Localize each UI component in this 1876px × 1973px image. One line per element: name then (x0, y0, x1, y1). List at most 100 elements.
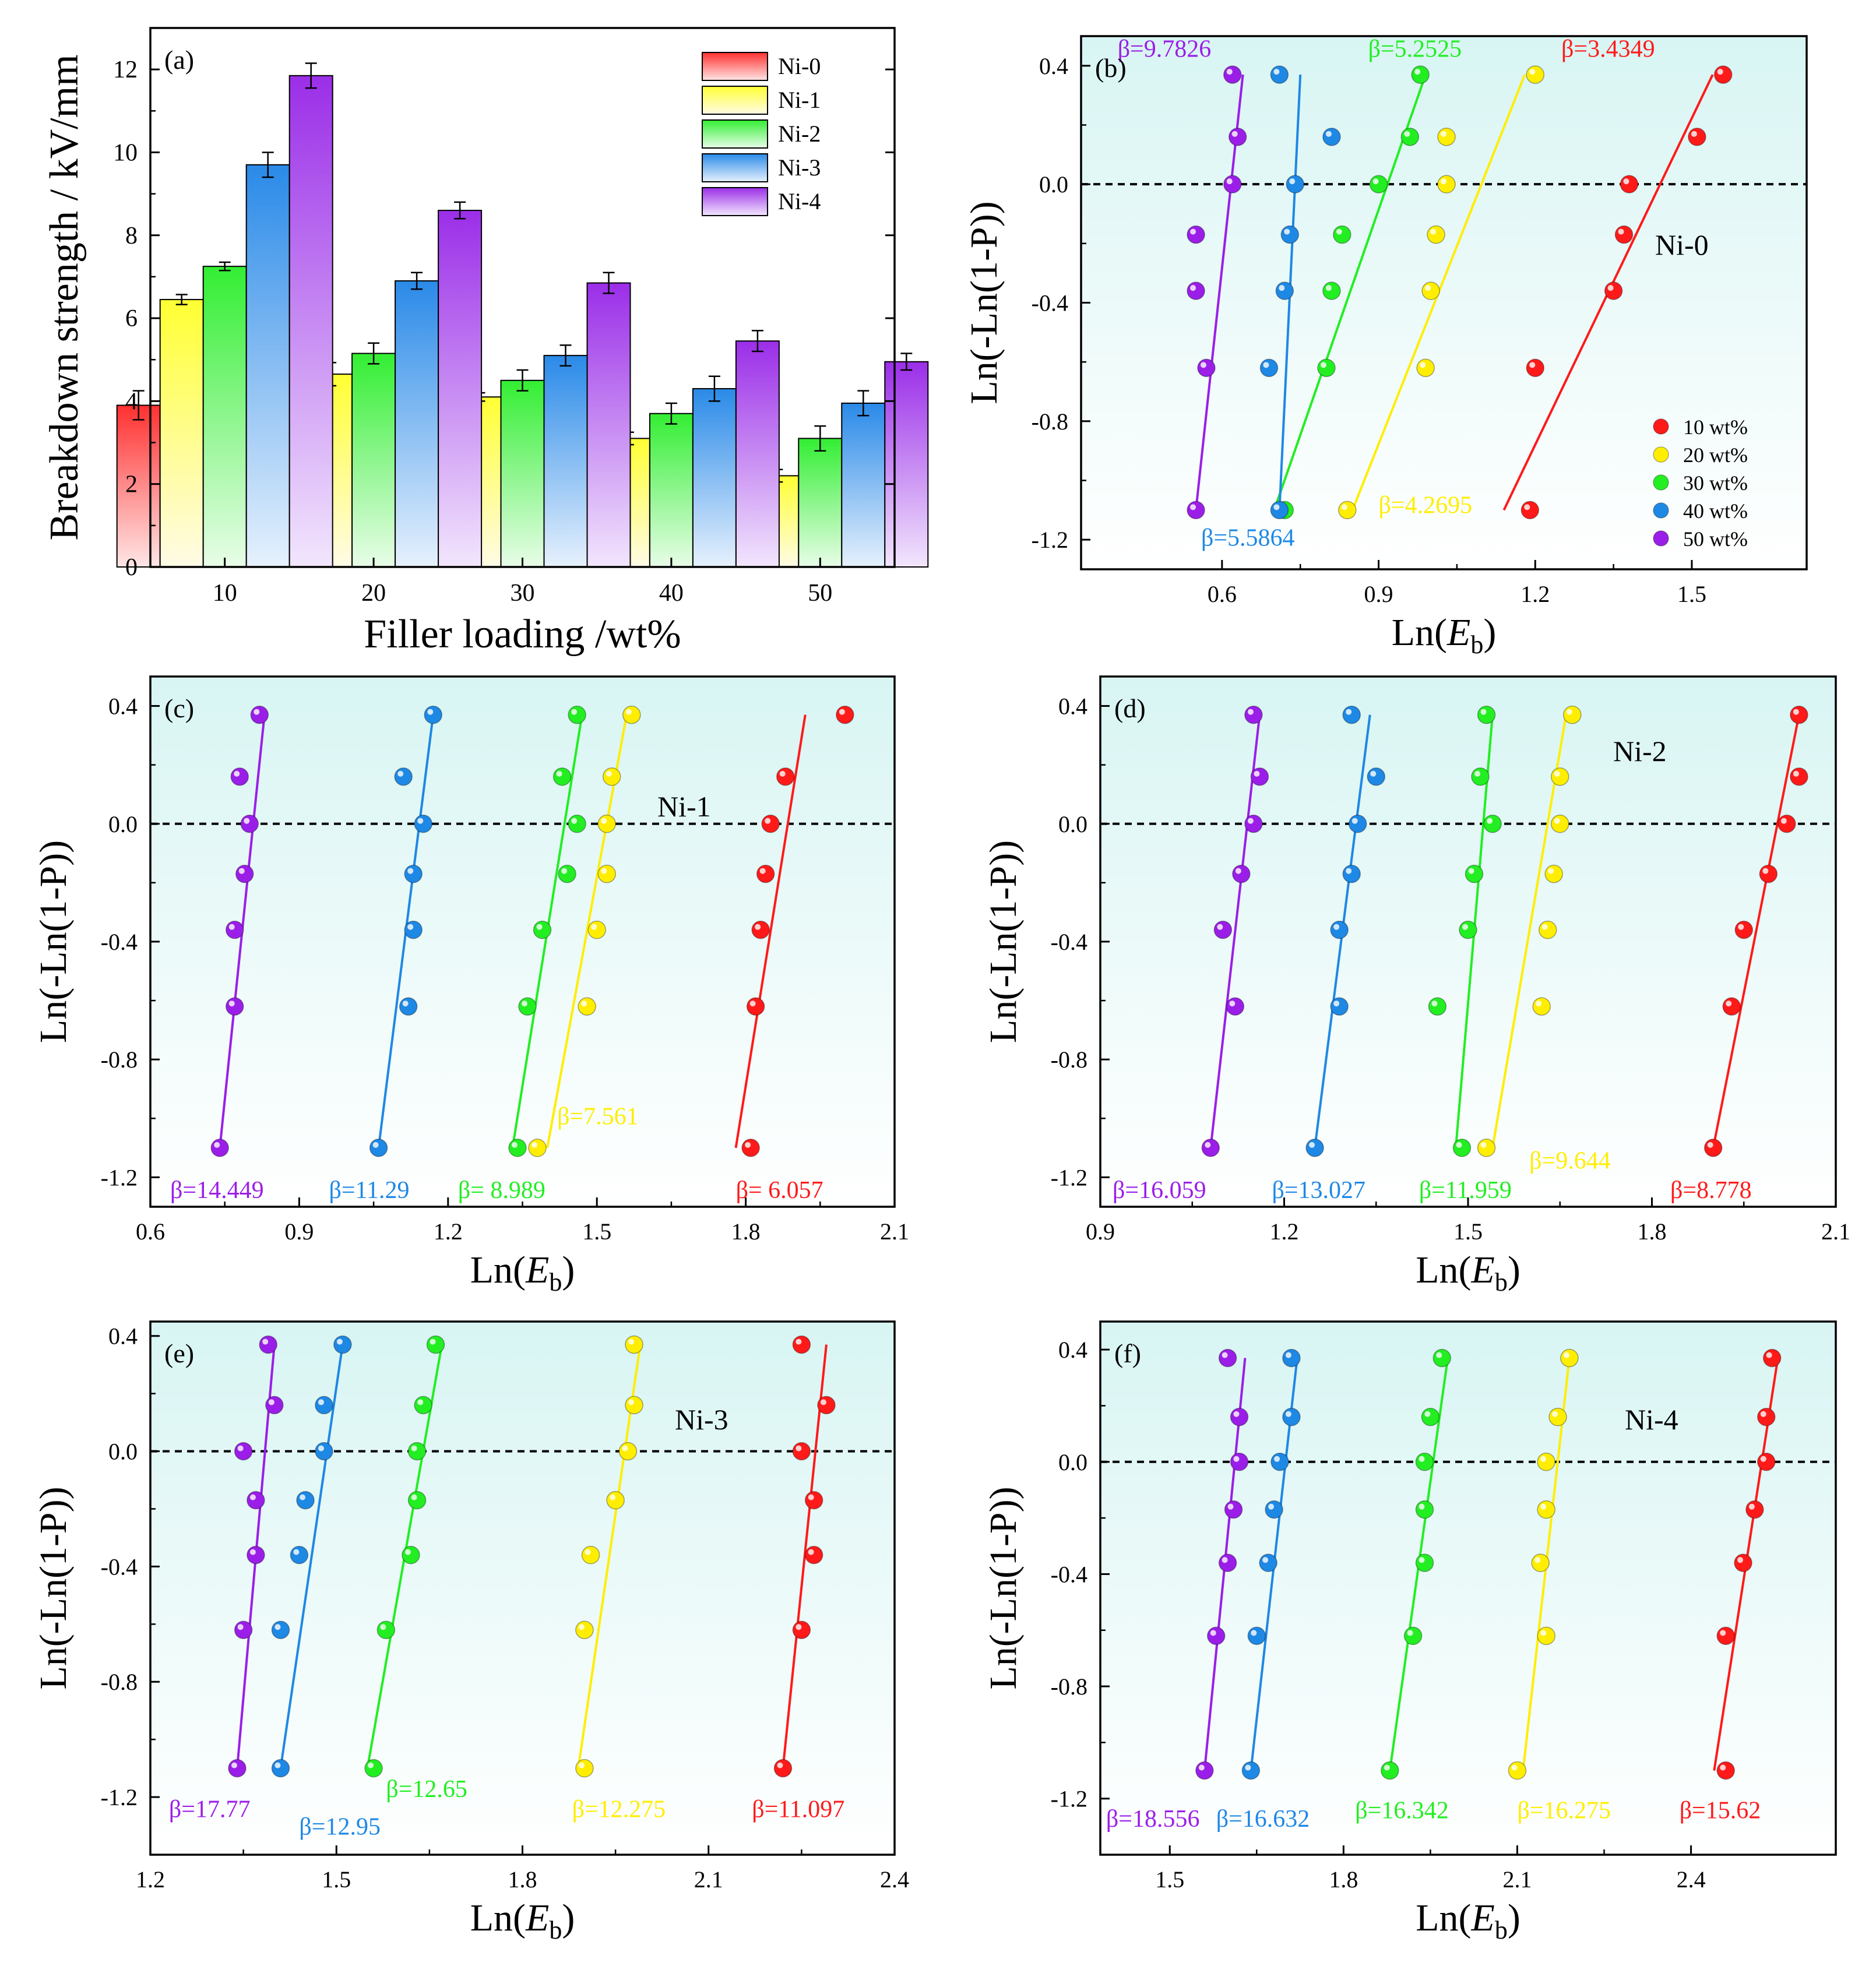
data-point (1265, 1500, 1283, 1519)
data-point (792, 1442, 811, 1461)
data-point (558, 864, 576, 883)
data-point (1244, 815, 1263, 833)
data-point-highlight (249, 1549, 256, 1555)
beta-label: β=9.644 (1529, 1147, 1611, 1174)
data-point (1537, 1626, 1555, 1646)
data-point-highlight (1540, 1456, 1547, 1462)
x-title-suffix: ) (1508, 1897, 1520, 1939)
data-point (1195, 1761, 1214, 1780)
data-point (817, 1396, 836, 1415)
data-point-highlight (231, 1762, 237, 1768)
series-40-wt-: β=13.027 (1272, 705, 1385, 1204)
series-40-wt-: β=5.5864 (1201, 65, 1341, 551)
data-point (1367, 767, 1385, 786)
data-point-highlight (571, 818, 578, 824)
data-point-highlight (318, 1445, 324, 1451)
data-point (1270, 501, 1289, 520)
series-40-wt-: β=16.632 (1216, 1348, 1310, 1833)
data-point-highlight (839, 709, 845, 715)
data-point (1437, 128, 1456, 146)
data-point-highlight (1524, 504, 1530, 510)
data-point (1551, 815, 1569, 833)
plot-frame (149, 675, 896, 1208)
data-point-highlight (214, 1141, 220, 1148)
x-tick-label: 40 (659, 580, 684, 607)
data-point (776, 767, 795, 786)
data-point-highlight (1336, 228, 1342, 235)
data-point-highlight (1534, 1557, 1541, 1563)
legend-label: Ni-2 (778, 121, 821, 147)
data-point (552, 767, 572, 786)
data-point-highlight (1285, 1411, 1291, 1417)
data-point (1734, 921, 1753, 939)
data-point-highlight (1325, 131, 1332, 137)
data-point-highlight (1474, 770, 1481, 777)
y-tick-label: 0.4 (108, 693, 138, 720)
data-point-highlight (1760, 1456, 1766, 1462)
data-point (1282, 1407, 1301, 1426)
data-point (1338, 501, 1357, 520)
data-point-highlight (1190, 504, 1196, 510)
data-point-highlight (1540, 1630, 1547, 1636)
y-tick-label: -0.8 (101, 1669, 138, 1695)
data-point-highlight (293, 1549, 300, 1555)
data-point-highlight (1541, 924, 1548, 930)
data-point-highlight (300, 1494, 306, 1500)
data-point (1232, 864, 1251, 883)
data-point (1437, 175, 1456, 193)
data-point (1415, 1453, 1434, 1471)
data-point-highlight (777, 1762, 783, 1768)
x-tick-label: 1.5 (1155, 1866, 1184, 1893)
data-point-highlight (796, 1445, 802, 1451)
bar-Ni-4-30 (586, 282, 631, 568)
data-point-highlight (237, 1445, 244, 1451)
data-point-highlight (274, 1762, 281, 1768)
bar-Ni-2-20 (351, 353, 396, 568)
data-point-highlight (244, 818, 250, 824)
plot-frame (149, 1320, 896, 1856)
x-tick-label: 2.1 (880, 1218, 909, 1245)
x-tick-label: 1.5 (322, 1866, 351, 1893)
data-point (247, 1545, 265, 1565)
y-tick-label: 0.4 (1039, 53, 1068, 79)
data-point (1757, 1407, 1776, 1426)
data-point-highlight (796, 1624, 802, 1630)
data-point-highlight (808, 1494, 814, 1500)
data-point (1282, 1348, 1301, 1368)
data-point (568, 815, 586, 833)
data-point (265, 1396, 284, 1415)
beta-label: β=16.275 (1517, 1797, 1611, 1824)
data-point-highlight (779, 770, 786, 777)
legend-label: 50 wt% (1683, 527, 1748, 551)
data-point-highlight (1419, 1503, 1425, 1510)
data-point-highlight (1370, 770, 1377, 777)
data-point (533, 921, 552, 939)
x-title-variable: E (525, 1897, 549, 1939)
data-point-highlight (1419, 1456, 1425, 1462)
data-point (1703, 1139, 1723, 1157)
x-tick-label: 2.1 (1821, 1218, 1850, 1245)
data-point-highlight (1325, 285, 1332, 291)
series-50-wt-: β=9.7826 (1118, 36, 1247, 520)
data-point-highlight (1222, 1352, 1228, 1358)
series-50-wt-: β=14.449 (170, 705, 269, 1204)
bar-Ni-4-20 (438, 210, 483, 568)
panel-label: (f) (1114, 1338, 1141, 1368)
series-10-wt-: β=11.097 (752, 1335, 844, 1823)
data-point-highlight (234, 770, 240, 777)
data-point-highlight (585, 1549, 591, 1555)
beta-label: β=11.097 (752, 1796, 844, 1823)
data-point-highlight (1552, 1411, 1558, 1417)
data-point-highlight (1720, 1764, 1726, 1771)
data-point (578, 997, 596, 1016)
x-title-prefix: Ln( (470, 1249, 526, 1291)
data-point (250, 705, 269, 724)
fit-line (1712, 714, 1800, 1148)
data-point (1452, 1139, 1472, 1157)
x-axis-title: Ln(Eb) (470, 1897, 575, 1944)
plot-background (1081, 36, 1807, 569)
y-tick-label: -0.8 (1051, 1047, 1087, 1073)
data-point-highlight (402, 1000, 409, 1007)
legend-label: Ni-3 (778, 154, 821, 181)
data-point-highlight (1554, 770, 1560, 777)
